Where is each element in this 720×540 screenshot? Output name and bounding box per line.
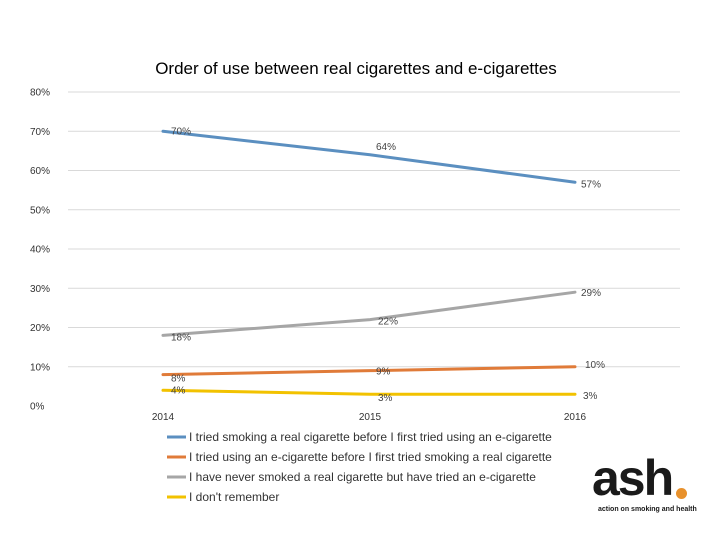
ash-logo: ash action on smoking and health bbox=[592, 450, 697, 518]
data-label: 29% bbox=[581, 288, 601, 299]
y-tick-label: 80% bbox=[30, 88, 50, 99]
y-tick-label: 50% bbox=[30, 205, 50, 216]
legend-entry: I tried using an e-cigarette before I fi… bbox=[189, 450, 552, 464]
series-line bbox=[161, 388, 577, 396]
data-label: 4% bbox=[171, 385, 186, 396]
y-tick-label: 30% bbox=[30, 284, 50, 295]
data-label: 3% bbox=[583, 391, 598, 402]
data-label: 18% bbox=[171, 332, 191, 343]
chart-title: Order of use between real cigarettes and… bbox=[155, 59, 557, 78]
x-axis-ticks: 2014 2015 2016 bbox=[152, 412, 587, 423]
data-label: 22% bbox=[378, 317, 398, 328]
legend-entry: I don't remember bbox=[189, 490, 279, 504]
legend-entry: I tried smoking a real cigarette before … bbox=[189, 430, 552, 444]
logo-wordmark: ash bbox=[592, 450, 674, 506]
logo-dot-icon bbox=[676, 488, 687, 499]
y-tick-label: 20% bbox=[30, 323, 50, 334]
data-label: 9% bbox=[376, 367, 391, 378]
y-axis-ticks: 0% 10% 20% 30% 40% 50% 60% 70% 80% bbox=[30, 88, 50, 413]
logo-tagline: action on smoking and health bbox=[598, 506, 697, 513]
y-tick-label: 60% bbox=[30, 166, 50, 177]
series-line bbox=[161, 290, 577, 337]
series-lines bbox=[161, 129, 577, 396]
data-label: 3% bbox=[378, 393, 393, 404]
data-labels: 70% 64% 57% 8% 9% 10% 18% 22% 29% 4% 3% 3% bbox=[171, 126, 605, 404]
gridlines bbox=[68, 91, 680, 368]
legend: I tried smoking a real cigarette before … bbox=[167, 430, 552, 504]
legend-entry: I have never smoked a real cigarette but… bbox=[189, 470, 536, 484]
data-label: 57% bbox=[581, 179, 601, 190]
y-tick-label: 10% bbox=[30, 362, 50, 373]
data-label: 64% bbox=[376, 142, 396, 153]
data-label: 10% bbox=[585, 360, 605, 371]
x-tick-label: 2014 bbox=[152, 412, 175, 423]
data-label: 8% bbox=[171, 374, 186, 385]
data-label: 70% bbox=[171, 126, 191, 137]
y-tick-label: 0% bbox=[30, 402, 45, 413]
x-tick-label: 2015 bbox=[359, 412, 382, 423]
x-tick-label: 2016 bbox=[564, 412, 587, 423]
y-tick-label: 40% bbox=[30, 245, 50, 256]
y-tick-label: 70% bbox=[30, 127, 50, 138]
series-line bbox=[161, 365, 577, 377]
series-line bbox=[161, 129, 577, 184]
